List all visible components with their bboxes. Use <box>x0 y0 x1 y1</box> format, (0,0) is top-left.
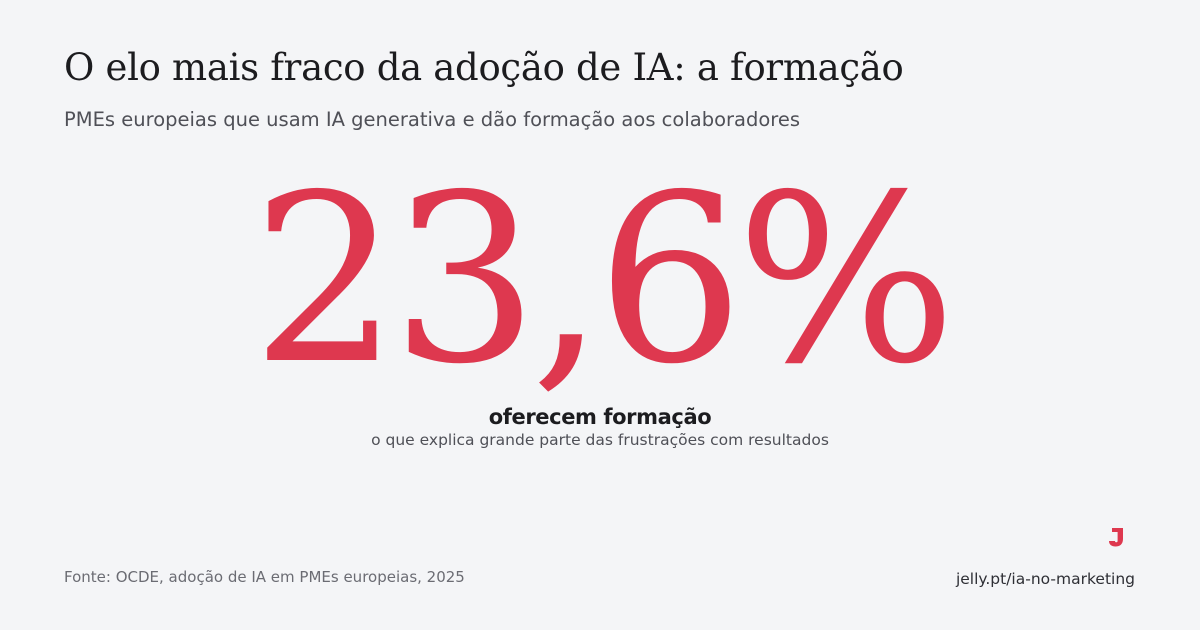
page-subtitle: PMEs europeias que usam IA generativa e … <box>64 108 801 131</box>
stat-value: 23,6% <box>251 145 956 415</box>
site-link[interactable]: jelly.pt/ia-no-marketing <box>955 570 1135 588</box>
jelly-logo-icon <box>1109 528 1123 547</box>
stat-caption: o que explica grande parte das frustraçõ… <box>371 431 829 449</box>
stat-label: oferecem formação <box>488 405 712 429</box>
page-title: O elo mais fraco da adoção de IA: a form… <box>64 46 904 89</box>
source-note: Fonte: OCDE, adoção de IA em PMEs europe… <box>64 568 465 586</box>
